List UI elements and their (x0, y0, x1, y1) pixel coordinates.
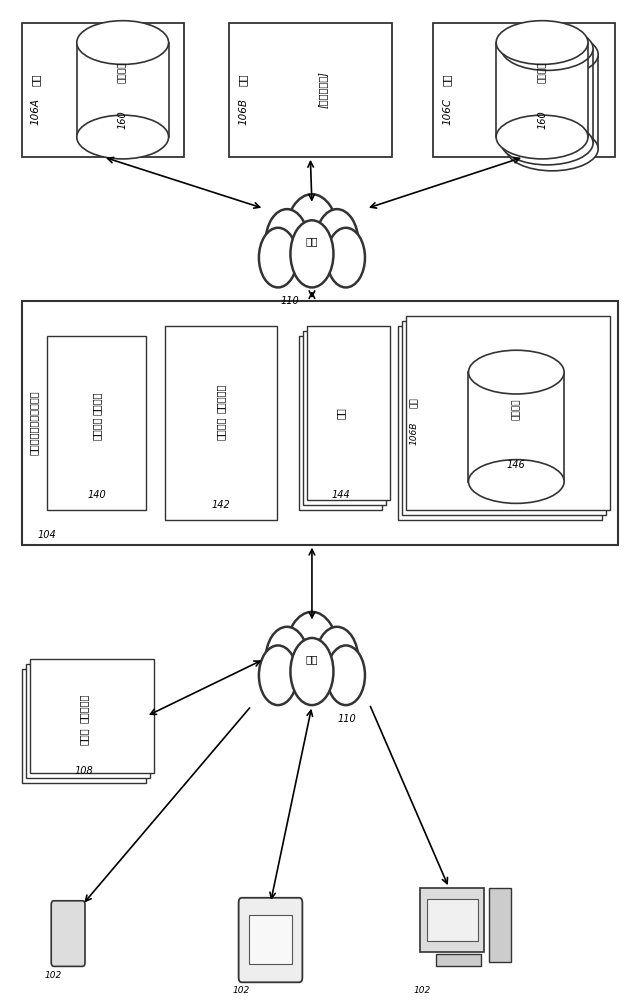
Ellipse shape (496, 21, 588, 64)
FancyBboxPatch shape (51, 901, 85, 966)
Text: 应用: 应用 (336, 407, 346, 419)
Text: 场外目录: 场外目录 (512, 398, 521, 420)
Text: 组织: 组织 (442, 74, 452, 86)
Bar (30, 659, 154, 773)
Bar (398, 326, 602, 520)
Ellipse shape (506, 33, 598, 76)
Bar (489, 888, 511, 962)
Text: 网络: 网络 (305, 236, 318, 246)
Bar (77, 43, 168, 137)
Bar (229, 23, 392, 157)
Text: 服务器: 服务器 (79, 727, 89, 745)
Bar (421, 888, 484, 952)
Text: 102: 102 (414, 986, 431, 995)
Circle shape (259, 228, 297, 287)
Bar (436, 954, 481, 966)
Text: 用户管理和: 用户管理和 (216, 383, 226, 413)
Circle shape (266, 209, 309, 276)
Circle shape (316, 209, 358, 276)
Text: 106A: 106A (31, 98, 41, 125)
Circle shape (291, 638, 334, 705)
Text: 场内目录: 场内目录 (538, 61, 547, 83)
Bar (402, 321, 606, 515)
Bar (22, 669, 146, 783)
Text: 组织: 组织 (410, 398, 419, 408)
Bar (267, 235, 357, 280)
Text: [仅场外目录]: [仅场外目录] (318, 71, 328, 108)
Ellipse shape (469, 350, 564, 394)
Bar (22, 23, 185, 157)
Circle shape (266, 627, 309, 694)
Bar (267, 653, 357, 698)
Text: 第三方应用: 第三方应用 (79, 694, 89, 723)
Text: 网络: 网络 (305, 654, 318, 664)
Text: 计算资源服务提供商系统: 计算资源服务提供商系统 (28, 391, 39, 455)
Circle shape (259, 645, 297, 705)
Bar (48, 336, 146, 510)
Bar (249, 915, 291, 964)
Bar (303, 331, 386, 505)
Text: 资备管理: 资备管理 (92, 391, 102, 415)
Bar (427, 899, 478, 941)
Bar (22, 301, 618, 545)
Text: 组织: 组织 (238, 74, 248, 86)
Text: 160: 160 (118, 110, 128, 129)
Text: 110: 110 (280, 296, 299, 306)
Text: 目录服务: 目录服务 (92, 416, 102, 440)
Text: 110: 110 (338, 714, 356, 724)
Text: 146: 146 (507, 460, 526, 470)
Circle shape (327, 228, 365, 287)
Circle shape (285, 612, 338, 694)
Text: 104: 104 (38, 530, 57, 540)
Circle shape (327, 645, 365, 705)
Ellipse shape (502, 27, 593, 70)
Bar (26, 664, 150, 778)
Text: 160: 160 (537, 110, 547, 129)
Text: 102: 102 (44, 971, 62, 980)
Bar (502, 49, 593, 143)
Text: 场内目录: 场内目录 (118, 61, 127, 83)
Ellipse shape (469, 460, 564, 503)
Text: 140: 140 (87, 490, 106, 500)
Ellipse shape (77, 21, 168, 64)
Text: 144: 144 (331, 490, 350, 500)
Text: 106B: 106B (238, 98, 248, 125)
Text: 142: 142 (212, 500, 230, 510)
Bar (307, 326, 390, 500)
Bar (165, 326, 277, 520)
Text: 102: 102 (232, 986, 249, 995)
Bar (299, 336, 382, 510)
Text: 106B: 106B (410, 421, 419, 445)
Circle shape (285, 194, 338, 276)
Ellipse shape (506, 127, 598, 171)
Bar (496, 43, 588, 137)
Circle shape (291, 220, 334, 287)
Text: 认证模块: 认证模块 (216, 416, 226, 440)
Bar (469, 372, 564, 482)
Ellipse shape (77, 115, 168, 159)
Text: 组织: 组织 (31, 74, 41, 86)
Text: 106C: 106C (442, 98, 452, 125)
Ellipse shape (496, 115, 588, 159)
Bar (406, 316, 610, 510)
Ellipse shape (502, 121, 593, 165)
Circle shape (316, 627, 358, 694)
Text: 108: 108 (75, 766, 93, 776)
Bar (506, 54, 598, 149)
Bar (433, 23, 615, 157)
FancyBboxPatch shape (239, 898, 302, 982)
